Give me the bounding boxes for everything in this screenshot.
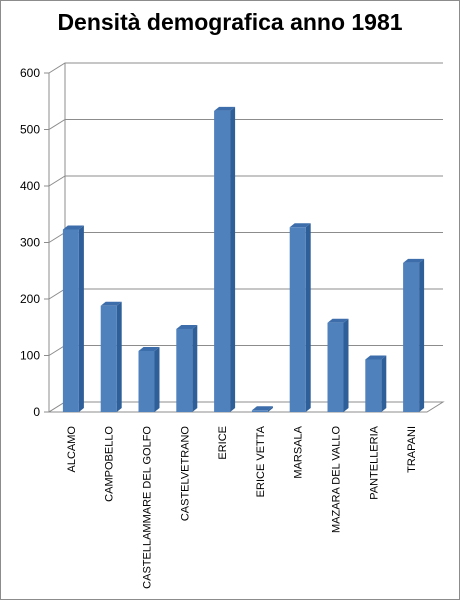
bar-front xyxy=(365,359,382,412)
gridline xyxy=(48,232,443,243)
x-tick-label: TRAPANI xyxy=(406,426,418,473)
bar-top xyxy=(176,324,198,329)
x-tick-label: MAZARA DEL VALLO xyxy=(331,426,343,533)
x-tick-label: MARSALA xyxy=(293,425,305,478)
x-tick-label: ERICE VETTA xyxy=(255,425,267,497)
bar-top xyxy=(327,318,349,323)
bar-side xyxy=(267,406,273,412)
y-tick-label: 300 xyxy=(20,236,40,250)
bar-front xyxy=(251,410,268,412)
bar-side xyxy=(78,225,84,412)
bars xyxy=(62,106,425,412)
bar xyxy=(403,258,425,412)
bar xyxy=(138,346,160,412)
bar-top xyxy=(251,406,273,411)
bar-top xyxy=(289,223,311,228)
x-tick-label: CAMPOBELLO xyxy=(104,426,116,502)
x-tick-label: ALCAMO xyxy=(66,426,78,473)
bar-side xyxy=(116,301,122,412)
bar-side xyxy=(343,318,349,412)
y-tick-label: 200 xyxy=(20,292,40,306)
bar-top xyxy=(403,258,425,263)
y-tick-label: 100 xyxy=(20,349,40,363)
bar-side xyxy=(381,355,387,412)
bar-side xyxy=(154,346,160,412)
bar-side xyxy=(419,258,425,412)
bar xyxy=(62,225,84,412)
y-tick-label: 0 xyxy=(33,405,40,419)
bar xyxy=(327,318,349,412)
gridline xyxy=(48,175,443,187)
bar-front xyxy=(176,328,193,412)
bar xyxy=(251,406,273,412)
y-axis-ticks: 0 100 200 300 400 500 600 xyxy=(20,66,49,419)
y-tick-label: 500 xyxy=(20,123,40,137)
bar xyxy=(289,223,311,412)
bar-front xyxy=(289,227,306,412)
bar-side xyxy=(230,106,236,412)
bar-top xyxy=(138,346,160,351)
bar-front xyxy=(214,110,231,412)
bar-front xyxy=(403,262,420,412)
bar xyxy=(365,355,387,412)
bar xyxy=(100,301,122,412)
y-tick-label: 600 xyxy=(20,66,40,80)
gridline xyxy=(48,119,443,130)
bar-side xyxy=(192,324,198,412)
x-tick-label: CASTELVETRANO xyxy=(179,426,191,522)
y-tick-label: 400 xyxy=(20,179,40,193)
bar xyxy=(176,324,198,412)
bar-front xyxy=(100,305,117,412)
chart-title: Densità demografica anno 1981 xyxy=(57,9,403,35)
gridline xyxy=(48,62,443,74)
x-axis-ticks: ALCAMO CAMPOBELLO CASTELLAMMARE DEL GOLFO C… xyxy=(66,425,418,588)
bar-top xyxy=(214,106,236,111)
bar-top xyxy=(365,355,387,360)
bar-side xyxy=(305,223,311,412)
x-tick-label: PANTELLERIA xyxy=(368,425,380,499)
x-tick-label: CASTELLAMMARE DEL GOLFO xyxy=(142,426,154,589)
bar-front xyxy=(138,350,155,412)
bar-front xyxy=(327,322,344,412)
bar-top xyxy=(62,225,84,230)
bar-top xyxy=(100,301,122,306)
gridline xyxy=(48,288,443,300)
bar-front xyxy=(62,229,79,412)
x-tick-label: ERICE xyxy=(217,426,229,460)
bar xyxy=(214,106,236,412)
